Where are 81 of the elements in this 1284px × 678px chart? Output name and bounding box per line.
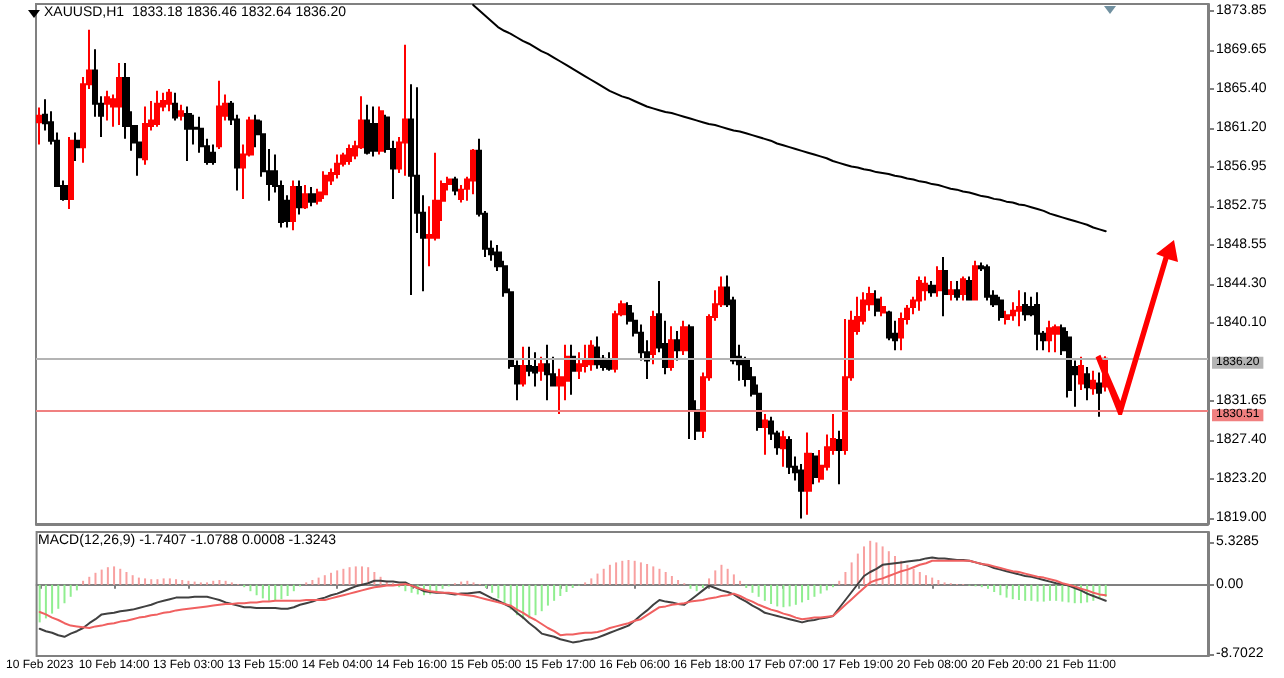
candlestick — [166, 87, 172, 113]
candlestick — [1016, 289, 1022, 328]
candlestick — [570, 343, 576, 396]
candlestick — [520, 345, 526, 388]
candlestick — [526, 345, 532, 378]
candlestick — [334, 153, 340, 180]
candlestick — [842, 317, 848, 456]
candlestick — [184, 105, 192, 163]
candlestick — [322, 170, 328, 200]
candlestick — [452, 175, 458, 197]
candlestick — [798, 462, 804, 520]
candlestick — [650, 309, 656, 366]
candlestick — [210, 143, 216, 166]
candlestick — [296, 179, 302, 216]
candlestick — [936, 265, 942, 298]
candlestick — [668, 325, 674, 372]
candlestick — [576, 351, 582, 380]
candlestick — [290, 179, 296, 232]
candlestick — [370, 105, 378, 158]
candlestick — [886, 309, 892, 342]
candlestick — [1078, 355, 1084, 392]
candlestick — [972, 259, 978, 302]
candlestick — [892, 319, 898, 352]
candlestick — [998, 295, 1004, 322]
candlestick — [606, 351, 612, 372]
candlestick — [1046, 319, 1052, 354]
candlestick — [984, 263, 990, 302]
candlestick — [948, 280, 954, 302]
line-series — [472, 3, 1107, 233]
candlestick — [928, 280, 936, 298]
candlestick — [532, 351, 538, 388]
candlestick — [762, 413, 768, 456]
candlestick — [1022, 291, 1028, 322]
candlestick — [178, 103, 184, 122]
candlestick — [582, 343, 588, 374]
candlestick — [36, 106, 42, 146]
candlestick — [358, 95, 364, 151]
candlestick — [402, 43, 408, 177]
candlestick — [116, 62, 122, 126]
candlestick — [804, 431, 812, 516]
candlestick — [688, 323, 694, 441]
candlestick — [786, 435, 792, 476]
candlestick — [302, 184, 308, 211]
candlestick — [942, 256, 948, 318]
candlestick — [216, 79, 222, 151]
candlestick — [1034, 291, 1040, 352]
candlestick — [408, 83, 414, 296]
candlestick — [172, 91, 178, 122]
candlestick — [1052, 323, 1060, 354]
candlestick — [1066, 329, 1072, 399]
candlestick — [364, 103, 370, 156]
candlestick — [1090, 369, 1096, 396]
candlestick — [674, 329, 680, 362]
candlestick — [880, 295, 886, 318]
candlestick — [812, 451, 818, 486]
candlestick — [378, 105, 384, 156]
candlestick — [680, 319, 688, 356]
candlestick — [874, 289, 880, 318]
candlestick — [68, 136, 74, 211]
candlestick — [898, 311, 904, 352]
candlestick — [470, 148, 476, 196]
candlestick — [346, 143, 352, 166]
candlestick — [538, 355, 544, 382]
candlestick — [594, 335, 600, 370]
candlestick — [458, 184, 464, 204]
candlestick — [1084, 365, 1090, 402]
candlestick — [104, 89, 110, 122]
candlestick — [308, 185, 316, 208]
candlestick — [916, 275, 922, 312]
candlestick — [544, 343, 550, 402]
candlestick — [588, 339, 594, 372]
candlestick — [142, 105, 148, 166]
candlestick — [836, 429, 842, 486]
candlestick — [1004, 309, 1010, 326]
candlestick — [780, 429, 786, 468]
candlestick — [74, 131, 80, 163]
candlestick — [966, 275, 972, 302]
candlestick — [154, 89, 160, 128]
candlestick — [1096, 371, 1102, 418]
candlestick — [954, 280, 960, 302]
candlestick — [960, 275, 966, 302]
